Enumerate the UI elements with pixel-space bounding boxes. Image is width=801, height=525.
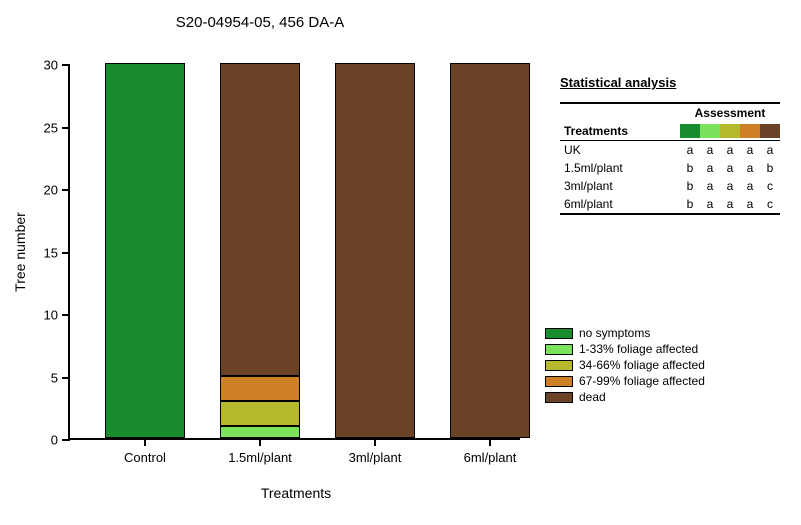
y-axis-label: Tree number [12, 212, 28, 292]
stats-cell: b [760, 159, 780, 177]
stats-cell: c [760, 195, 780, 214]
legend-item: no symptoms [545, 325, 705, 341]
stats-title: Statistical analysis [560, 75, 780, 90]
y-tick [62, 252, 70, 254]
y-tick [62, 439, 70, 441]
stats-cell: a [740, 195, 760, 214]
legend-item: 34-66% foliage affected [545, 357, 705, 373]
stats-cell: a [700, 177, 720, 195]
bar-seg-aff_1_33 [220, 426, 300, 439]
stats-cell: a [760, 141, 780, 160]
stats-cell: a [740, 159, 760, 177]
y-tick [62, 64, 70, 66]
stats-swatch-2 [720, 122, 740, 141]
x-tick-label: 1.5ml/plant [228, 450, 292, 465]
stats-cell: b [680, 159, 700, 177]
y-tick-label: 20 [28, 183, 58, 198]
stats-treatment-cell: 1.5ml/plant [560, 159, 680, 177]
legend-swatch [545, 392, 573, 403]
y-tick [62, 377, 70, 379]
stats-cell: a [720, 141, 740, 160]
y-tick-label: 15 [28, 245, 58, 260]
stats-row: UKaaaaa [560, 141, 780, 160]
legend-item: dead [545, 389, 705, 405]
stats-row: 6ml/plantbaaac [560, 195, 780, 214]
y-tick-label: 30 [28, 58, 58, 73]
y-tick-label: 10 [28, 308, 58, 323]
legend-label: 1-33% foliage affected [579, 341, 698, 357]
x-tick-label: Control [124, 450, 166, 465]
legend-item: 1-33% foliage affected [545, 341, 705, 357]
y-tick [62, 314, 70, 316]
stats-swatch-3 [740, 122, 760, 141]
stats-cell: a [720, 195, 740, 214]
stats-swatch-0 [680, 122, 700, 141]
stats-treatment-cell: 3ml/plant [560, 177, 680, 195]
legend-swatch [545, 344, 573, 355]
stats-swatch-4 [760, 122, 780, 141]
stats-cell: a [720, 177, 740, 195]
x-axis-label: Treatments [70, 485, 522, 501]
stats-cell: a [700, 159, 720, 177]
stats-cell: b [680, 195, 700, 214]
stats-header-row: Treatments [560, 122, 780, 141]
x-tick [374, 438, 376, 446]
x-tick [144, 438, 146, 446]
stats-cell: a [720, 159, 740, 177]
y-tick-label: 0 [28, 433, 58, 448]
legend-label: 34-66% foliage affected [579, 357, 705, 373]
stats-cell: a [700, 195, 720, 214]
bar-seg-dead [220, 63, 300, 376]
legend: no symptoms1-33% foliage affected34-66% … [545, 325, 705, 405]
stats-swatch-1 [700, 122, 720, 141]
plot-area: Tree number Treatments 051015202530Contr… [68, 65, 520, 440]
x-tick-label: 6ml/plant [464, 450, 517, 465]
stats-assessment-label: Assessment [680, 103, 780, 122]
stats-row: 3ml/plantbaaac [560, 177, 780, 195]
legend-swatch [545, 376, 573, 387]
stats-cell: a [700, 141, 720, 160]
stats-cell: a [740, 177, 760, 195]
x-tick-label: 3ml/plant [349, 450, 402, 465]
stats-cell: a [680, 141, 700, 160]
bar-seg-aff_34_66 [220, 401, 300, 426]
stats-assessment-row: Assessment [560, 103, 780, 122]
legend-label: 67-99% foliage affected [579, 373, 705, 389]
chart-title: S20-04954-05, 456 DA-A [0, 14, 520, 31]
legend-swatch [545, 360, 573, 371]
bar-seg-no_symptoms [105, 63, 185, 438]
bar-seg-dead [335, 63, 415, 438]
stats-row: 1.5ml/plantbaaab [560, 159, 780, 177]
x-tick [259, 438, 261, 446]
stats-treatments-label: Treatments [560, 122, 680, 141]
stats-panel: Statistical analysis Assessment Treatmen… [560, 75, 780, 215]
legend-swatch [545, 328, 573, 339]
y-tick-label: 5 [28, 370, 58, 385]
y-tick [62, 127, 70, 129]
bar-seg-aff_67_99 [220, 376, 300, 401]
y-tick [62, 189, 70, 191]
stats-cell: b [680, 177, 700, 195]
y-tick-label: 25 [28, 120, 58, 135]
legend-label: no symptoms [579, 325, 650, 341]
legend-item: 67-99% foliage affected [545, 373, 705, 389]
bar-seg-dead [450, 63, 530, 438]
stats-cell: c [760, 177, 780, 195]
x-tick [489, 438, 491, 446]
stats-treatment-cell: 6ml/plant [560, 195, 680, 214]
stats-table: Assessment Treatments UKaaaaa1.5ml/plant… [560, 102, 780, 215]
legend-label: dead [579, 389, 606, 405]
stats-treatment-cell: UK [560, 141, 680, 160]
stats-cell: a [740, 141, 760, 160]
